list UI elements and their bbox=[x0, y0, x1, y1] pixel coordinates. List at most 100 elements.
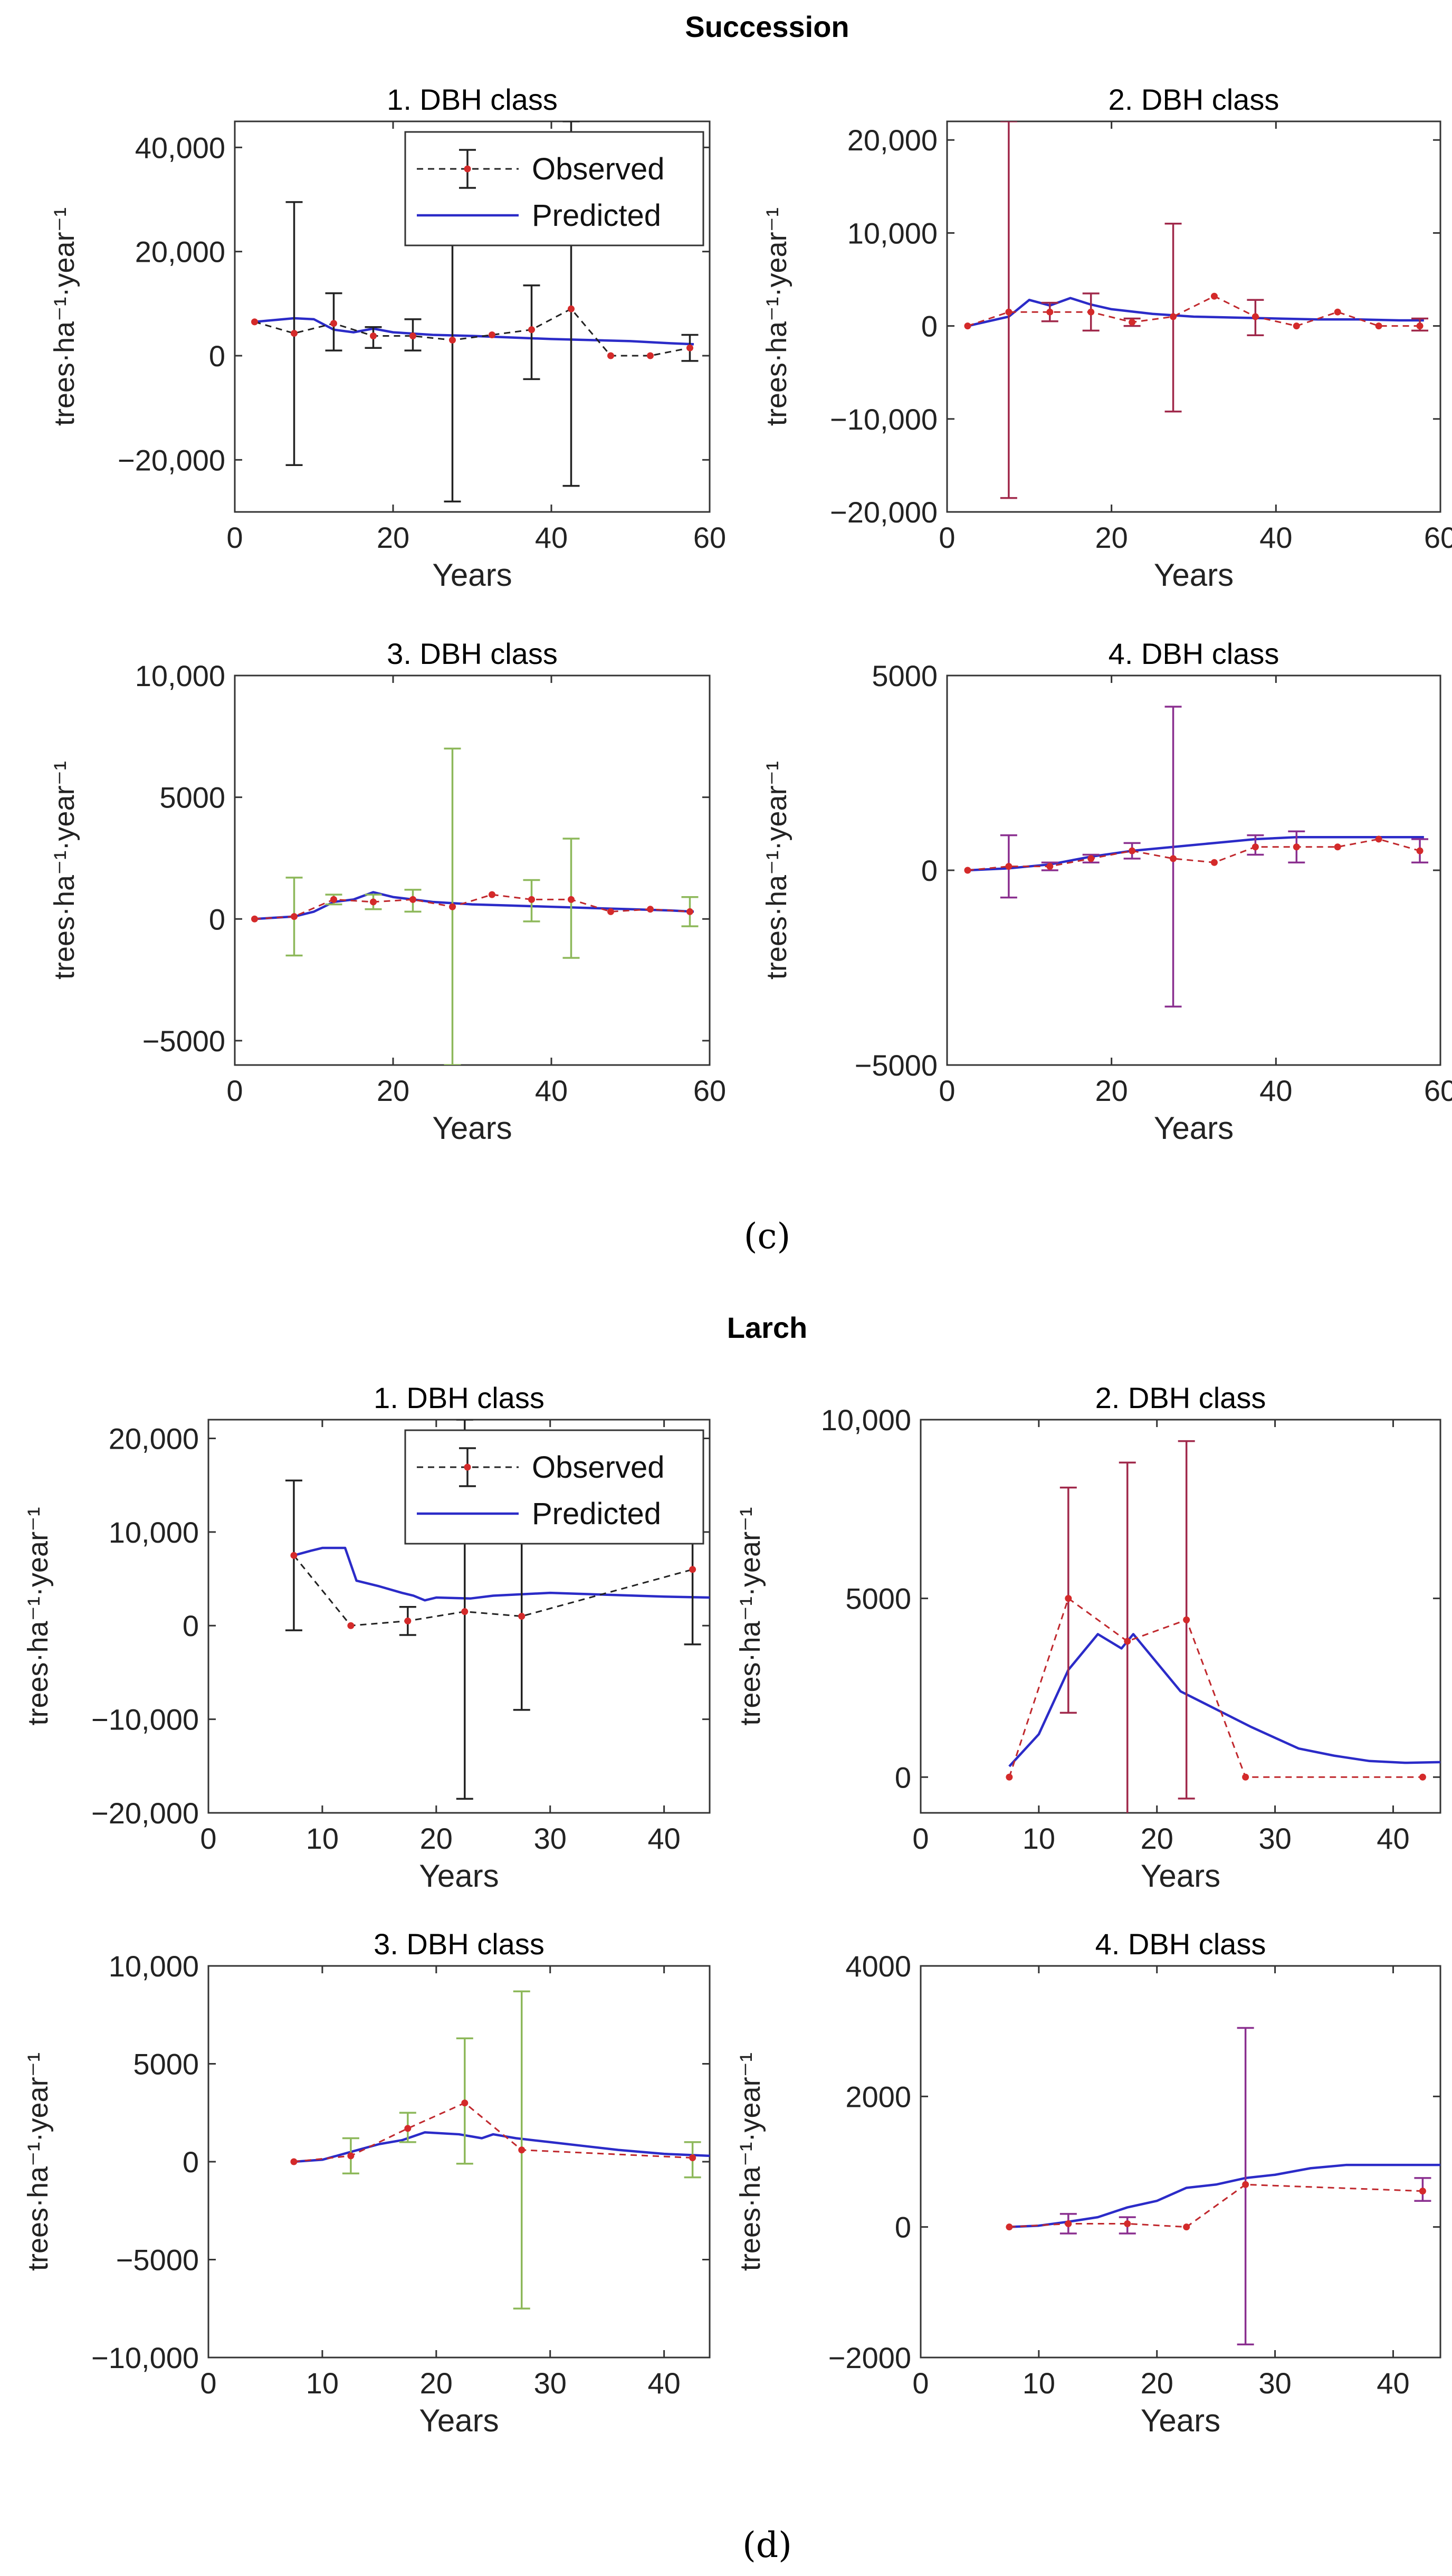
succession-chart-3-title: 3. DBH class bbox=[387, 637, 558, 670]
succession-chart-2-observed-point bbox=[1005, 308, 1012, 316]
larch-chart-4-ylabel: trees·ha⁻¹·year⁻¹ bbox=[734, 2052, 766, 2271]
succession-chart-1-observed-point bbox=[409, 332, 416, 340]
succession-chart-3-predicted-line bbox=[254, 891, 694, 920]
larch-chart-3-ytick-label: 0 bbox=[183, 2145, 199, 2179]
larch-chart-1-xlabel: Years bbox=[419, 1858, 499, 1894]
succession-chart-2-observed-point bbox=[1170, 313, 1177, 320]
succession-chart-2-xtick-label: 60 bbox=[1424, 521, 1452, 554]
succession-chart-4-observed-point bbox=[1210, 859, 1218, 866]
succession-chart-2-xlabel: Years bbox=[1154, 557, 1234, 593]
succession-chart-3-ytick-label: −5000 bbox=[142, 1024, 225, 1058]
larch-chart-1-ylabel: trees·ha⁻¹·year⁻¹ bbox=[22, 1507, 54, 1725]
larch-chart-4-ytick-label: 4000 bbox=[845, 1950, 911, 1983]
larch-chart-2-xtick-label: 20 bbox=[1141, 1822, 1173, 1855]
succession-chart-3-xtick-label: 0 bbox=[226, 1074, 243, 1107]
succession-chart-1-legend: Observed Predicted bbox=[404, 131, 704, 246]
succession-chart-2-observed-point bbox=[1416, 322, 1424, 330]
succession-chart-1-legend-observed-point bbox=[464, 165, 471, 173]
succession-chart-3-ytick-label: 0 bbox=[209, 902, 225, 936]
larch-chart-2-ytick-label: 5000 bbox=[845, 1582, 911, 1615]
succession-chart-1-observed-line bbox=[254, 308, 690, 357]
larch-chart-1: 0 10 20 30 40 −20,000 −10,000 0 10,000 20,000 1. D… bbox=[22, 1381, 711, 1894]
succession-chart-4-predicted-line bbox=[967, 836, 1424, 872]
succession-chart-3-xlabel: Years bbox=[432, 1110, 512, 1146]
succession-chart-4-observed-point bbox=[1334, 843, 1341, 851]
succession-chart-4-observed-point bbox=[1252, 843, 1259, 851]
succession-chart-1-observed-point bbox=[528, 326, 535, 334]
succession-chart-1-plot-area bbox=[251, 121, 699, 503]
larch-chart-1-legend-observed-point bbox=[464, 1463, 471, 1471]
succession-chart-2-observed-point bbox=[1046, 308, 1054, 316]
larch-chart-1-observed-point bbox=[461, 1608, 469, 1615]
succession-chart-1-legend-predicted-label: Predicted bbox=[532, 198, 661, 233]
larch-chart-3-observed-point bbox=[461, 2099, 469, 2107]
larch-chart-3-ytick-label: 5000 bbox=[133, 2048, 199, 2081]
larch-chart-1-ytick-label: −20,000 bbox=[91, 1796, 199, 1830]
larch-chart-2-observed-line bbox=[1008, 1597, 1423, 1778]
larch-chart-3-xtick-label: 20 bbox=[420, 2366, 453, 2400]
larch-chart-2-axes-box bbox=[920, 1419, 1441, 1814]
succession-chart-1-ytick-label: 20,000 bbox=[135, 235, 225, 269]
larch-chart-4-xtick-label: 10 bbox=[1023, 2366, 1055, 2400]
larch-chart-4-observed-point bbox=[1419, 2188, 1426, 2195]
larch-chart-2-predicted-line bbox=[1008, 1633, 1440, 1767]
succession-chart-3-ytick-label: 5000 bbox=[159, 781, 225, 814]
succession-chart-4-observed-point bbox=[1293, 843, 1300, 851]
larch-chart-2-plot-area bbox=[1006, 1440, 1440, 1813]
larch-chart-4-xtick-label: 30 bbox=[1258, 2366, 1291, 2400]
succession-chart-1-observed-point bbox=[607, 352, 614, 359]
succession-chart-1: 0 20 40 60 −20,000 0 20,000 40,000 1. DBH class Y… bbox=[49, 83, 726, 593]
larch-chart-4-ytick-label: 0 bbox=[895, 2211, 911, 2244]
larch-chart-4-observed-point bbox=[1183, 2223, 1190, 2231]
larch-chart-2-ytick-label: 0 bbox=[895, 1761, 911, 1794]
succession-chart-3-observed-point bbox=[291, 913, 298, 920]
larch-chart-4-ytick-label: 2000 bbox=[845, 2080, 911, 2113]
larch-chart-2-xtick-label: 0 bbox=[912, 1822, 929, 1855]
larch-chart-3-observed-point bbox=[689, 2154, 696, 2162]
larch-chart-4-ytick-label: −2000 bbox=[828, 2341, 911, 2374]
larch-chart-4-predicted-line bbox=[1009, 2163, 1440, 2228]
larch-chart-3-predicted-line bbox=[293, 2131, 710, 2163]
succession-chart-2-observed-point bbox=[1375, 322, 1382, 330]
larch-chart-4-xtick-label: 40 bbox=[1377, 2366, 1409, 2400]
larch-chart-2-observed-point bbox=[1183, 1616, 1190, 1623]
succession-chart-1-observed-point bbox=[370, 332, 377, 340]
succession-chart-4-ylabel: trees·ha⁻¹·year⁻¹ bbox=[761, 761, 792, 980]
succession-chart-3-observed-point bbox=[647, 906, 654, 913]
larch-chart-2-observed-point bbox=[1242, 1773, 1249, 1781]
larch-chart-2-observed-point bbox=[1065, 1595, 1072, 1602]
succession-chart-2-xtick-label: 40 bbox=[1259, 521, 1292, 554]
succession-chart-2-observed-point bbox=[1087, 308, 1095, 316]
succession-chart-1-ytick-label: −20,000 bbox=[118, 443, 225, 477]
larch-chart-4-xtick-label: 20 bbox=[1141, 2366, 1173, 2400]
larch-chart-3-ytick-label: 10,000 bbox=[109, 1950, 199, 1983]
succession-chart-1-xtick-label: 0 bbox=[226, 521, 243, 554]
larch-chart-2-xtick-label: 10 bbox=[1023, 1822, 1055, 1855]
succession-chart-3-observed-point bbox=[449, 903, 456, 910]
succession-chart-1-legend-box bbox=[404, 131, 704, 246]
larch-chart-2-ytick-label: 10,000 bbox=[821, 1403, 911, 1437]
succession-chart-4-xtick-label: 40 bbox=[1259, 1074, 1292, 1107]
succession-chart-1-observed-point bbox=[449, 336, 456, 344]
larch-chart-2-observed-point bbox=[1124, 1638, 1131, 1645]
larch-chart-1-predicted-line bbox=[293, 1546, 710, 1602]
succession-chart-4-title: 4. DBH class bbox=[1109, 637, 1279, 670]
succession-chart-3-observed-point bbox=[607, 908, 614, 915]
succession-chart-2: 0 20 40 60 −20,000 −10,000 0 10,000 20,000 2. DBH… bbox=[761, 83, 1452, 593]
larch-chart-1-legend-predicted-label: Predicted bbox=[532, 1497, 661, 1531]
succession-chart-2-title: 2. DBH class bbox=[1109, 83, 1279, 116]
succession-chart-4-ytick-label: 0 bbox=[921, 854, 938, 887]
larch-chart-2-xtick-label: 30 bbox=[1258, 1822, 1291, 1855]
succession-chart-4-observed-point bbox=[1170, 855, 1177, 862]
succession-chart-4-observed-point bbox=[1129, 847, 1136, 854]
larch-chart-2-xtick-label: 40 bbox=[1377, 1822, 1409, 1855]
succession-chart-2-xtick-label: 20 bbox=[1095, 521, 1128, 554]
succession-chart-1-predicted-line bbox=[254, 317, 694, 346]
larch-chart-4-observed-point bbox=[1065, 2220, 1072, 2227]
larch-chart-3-plot-area bbox=[290, 1990, 710, 2309]
larch-chart-3-observed-point bbox=[518, 2146, 526, 2154]
succession-chart-4-ytick-label: 5000 bbox=[872, 659, 938, 692]
larch-chart-4-observed-point bbox=[1242, 2181, 1249, 2188]
succession-chart-1-observed-point bbox=[686, 344, 693, 351]
larch-chart-3-xlabel: Years bbox=[419, 2403, 499, 2438]
